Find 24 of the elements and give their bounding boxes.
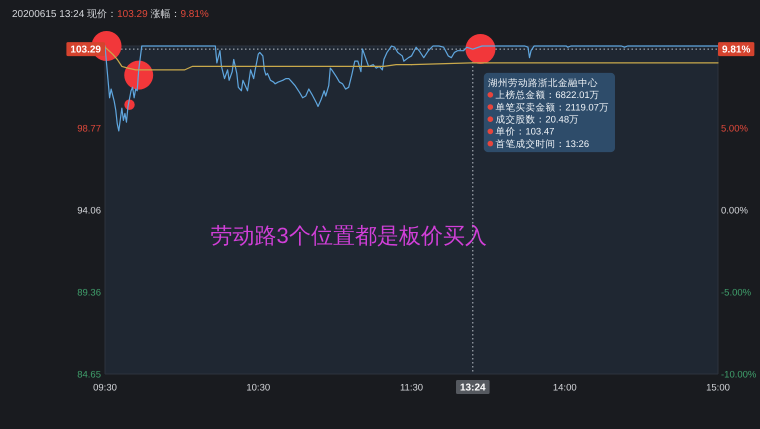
- x-tick-label: 15:00: [706, 382, 730, 394]
- x-tick-label: 14:00: [552, 382, 577, 394]
- ref-line-label: 13:24: [460, 382, 486, 394]
- y-tick-label: 89.36: [77, 287, 101, 298]
- y-tick-label: 84.65: [77, 369, 101, 380]
- y2-tick-label: -5.00%: [721, 287, 752, 298]
- y2-tick-label: 0.00%: [721, 205, 748, 216]
- x-tick-label: 09:30: [93, 382, 117, 394]
- annotation: 首笔成交时间：13:26: [495, 138, 590, 150]
- x-tick-label: 10:30: [246, 382, 270, 394]
- y-tick-label: 98.77: [77, 123, 101, 134]
- y2-tick-label: -10.00%: [721, 369, 757, 380]
- chart-title: 20200615 13:24 现价：103.29 涨幅：9.81%: [12, 8, 209, 20]
- annotation: 单价：103.47: [495, 126, 554, 138]
- annotation: 单笔买卖金额：2119.07万: [495, 101, 609, 114]
- y2-tick-label: 5.00%: [721, 123, 748, 134]
- annotation: 上榜总金额：6822.01万: [495, 89, 600, 102]
- annotation: 劳动路3个位置都是板价买入: [210, 222, 487, 248]
- ref-line-label: 9.81%: [722, 44, 750, 56]
- annotation: 湖州劳动路浙北金融中心: [488, 76, 598, 89]
- ref-line-label: 103.29: [70, 44, 102, 56]
- x-tick-label: 11:30: [400, 382, 424, 394]
- annotation: 成交股数：20.48万: [495, 113, 580, 126]
- y-tick-label: 94.06: [77, 205, 101, 216]
